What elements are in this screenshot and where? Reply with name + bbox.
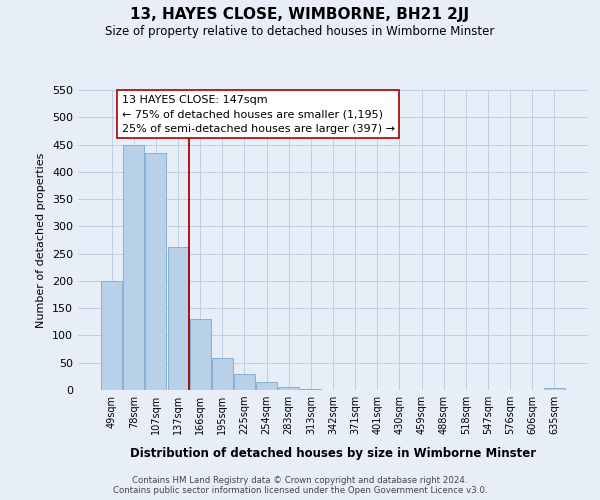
Text: 13 HAYES CLOSE: 147sqm
← 75% of detached houses are smaller (1,195)
25% of semi-: 13 HAYES CLOSE: 147sqm ← 75% of detached… — [122, 95, 395, 134]
Text: 13, HAYES CLOSE, WIMBORNE, BH21 2JJ: 13, HAYES CLOSE, WIMBORNE, BH21 2JJ — [130, 8, 470, 22]
Y-axis label: Number of detached properties: Number of detached properties — [37, 152, 46, 328]
Bar — [544, 388, 565, 390]
Bar — [212, 358, 233, 390]
Bar — [124, 144, 145, 390]
Text: Contains HM Land Registry data © Crown copyright and database right 2024.: Contains HM Land Registry data © Crown c… — [132, 476, 468, 485]
Bar — [234, 374, 255, 390]
Bar — [167, 246, 188, 390]
Bar — [145, 152, 166, 390]
Bar — [278, 388, 299, 390]
Text: Size of property relative to detached houses in Wimborne Minster: Size of property relative to detached ho… — [106, 25, 494, 38]
Text: Distribution of detached houses by size in Wimborne Minster: Distribution of detached houses by size … — [130, 448, 536, 460]
Bar — [190, 319, 211, 390]
Bar — [101, 281, 122, 390]
Bar — [256, 382, 277, 390]
Text: Contains public sector information licensed under the Open Government Licence v3: Contains public sector information licen… — [113, 486, 487, 495]
